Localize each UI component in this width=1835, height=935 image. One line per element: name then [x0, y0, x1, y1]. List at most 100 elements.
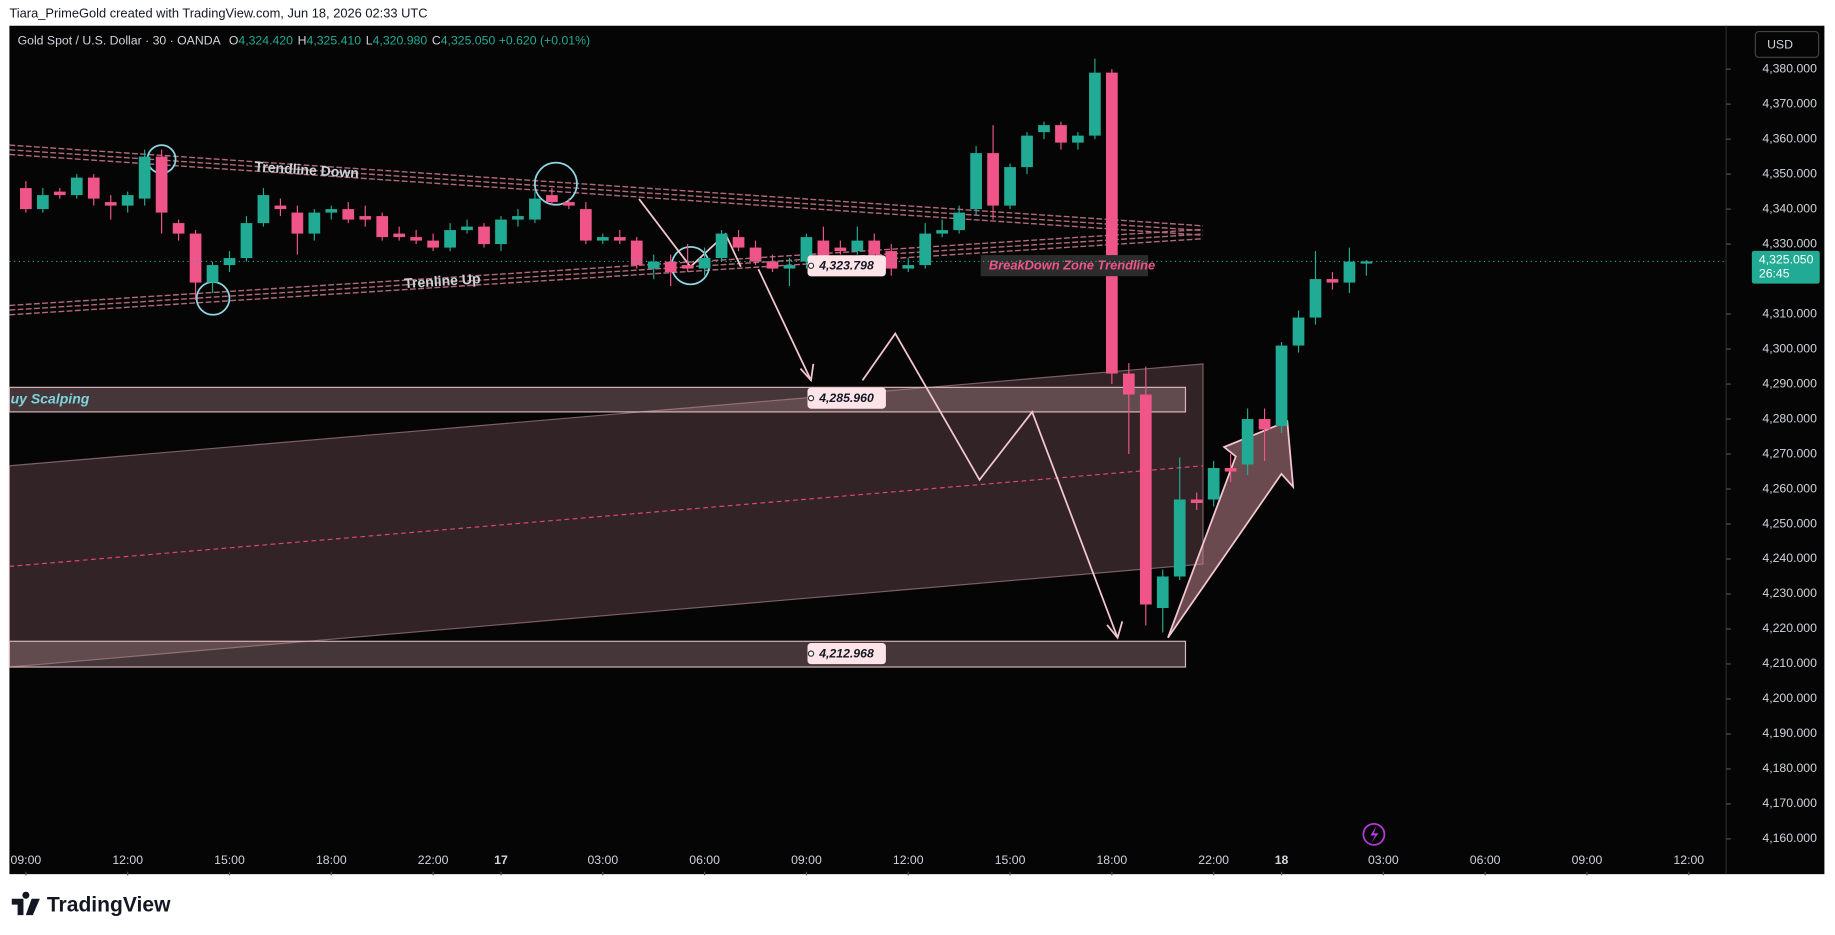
- y-tick-label: 4,260.000: [1762, 481, 1817, 495]
- candle-body: [1292, 317, 1305, 346]
- candle-body: [495, 219, 507, 245]
- candle-body: [1326, 279, 1339, 283]
- y-tick-label: 4,240.000: [1762, 551, 1817, 565]
- candle-body: [783, 265, 796, 269]
- x-tick-label: 17: [494, 853, 508, 867]
- x-tick-label: 03:00: [1368, 853, 1399, 867]
- candle-body: [1122, 373, 1135, 395]
- candle-body: [902, 265, 915, 269]
- x-tick-label: 06:00: [689, 853, 720, 867]
- candle-body: [172, 223, 185, 234]
- candle-body: [1055, 125, 1067, 143]
- price-label-dot: [807, 650, 815, 657]
- candle-body: [579, 209, 592, 241]
- candle-body: [596, 237, 609, 241]
- x-tick-label: 15:00: [995, 853, 1026, 867]
- candle-body: [121, 195, 134, 206]
- candle-body: [563, 202, 575, 206]
- y-tick-label: 4,170.000: [1762, 796, 1817, 810]
- price-label: 4,323.798: [818, 259, 874, 273]
- candles: [20, 58, 1373, 633]
- price-label: 4,285.960: [818, 391, 874, 405]
- trendline-down: [9, 144, 1204, 236]
- candle-body: [410, 237, 423, 241]
- candle-body: [189, 233, 202, 283]
- zone: [8, 640, 1187, 668]
- price-label: 4,212.968: [818, 646, 874, 660]
- candle-body: [1173, 499, 1186, 577]
- y-tick-label: 4,210.000: [1762, 656, 1817, 670]
- annotation: uy Scalping: [11, 390, 90, 406]
- candle-body: [1224, 468, 1237, 472]
- x-tick-label: 12:00: [893, 853, 924, 867]
- candle-body: [1072, 135, 1084, 143]
- candle-body: [393, 233, 406, 238]
- x-tick-label: 03:00: [587, 853, 618, 867]
- candle-body: [885, 251, 898, 269]
- x-tick-label: 18:00: [316, 853, 347, 867]
- x-tick-label: 12:00: [1673, 853, 1704, 867]
- candle-body: [359, 216, 372, 220]
- legend-key: C: [432, 34, 441, 48]
- y-tick-label: 4,360.000: [1762, 131, 1817, 145]
- candle-body: [970, 153, 982, 210]
- candle-body: [766, 261, 779, 269]
- candle-body: [87, 177, 100, 199]
- y-tick-label: 4,310.000: [1762, 306, 1817, 320]
- candle-body: [138, 156, 151, 199]
- candle-body: [851, 240, 864, 252]
- trendline-up: [9, 228, 1204, 316]
- candle-body: [512, 216, 524, 220]
- symbol-title: Gold Spot / U.S. Dollar · 30 · OANDA: [18, 34, 222, 48]
- candle-body: [1258, 419, 1271, 430]
- zone: [8, 386, 1187, 413]
- candle-body: [715, 233, 728, 259]
- legend-value: 4,325.050: [441, 34, 496, 48]
- x-tick-label: 09:00: [11, 853, 42, 867]
- channel-mid: [9, 465, 1204, 567]
- candle-body: [630, 240, 643, 266]
- y-tick-label: 4,330.000: [1762, 236, 1817, 250]
- candle-body: [291, 212, 304, 234]
- y-tick-label: 4,270.000: [1762, 446, 1817, 460]
- legend-key: O: [229, 34, 239, 48]
- legend-key: L: [366, 34, 373, 48]
- legend-value: 4,325.410: [307, 34, 362, 48]
- candle-body: [953, 212, 965, 231]
- brand: TradingView: [47, 893, 171, 916]
- candle-body: [1139, 394, 1152, 605]
- candle-body: [681, 265, 694, 269]
- y-tick-label: 4,340.000: [1762, 201, 1817, 215]
- y-tick-label: 4,160.000: [1762, 831, 1817, 845]
- candle-body: [155, 156, 168, 213]
- plot-bg: [9, 25, 1825, 875]
- candle-body: [1156, 576, 1169, 608]
- annotation-box: [980, 255, 1149, 277]
- x-tick-label: 22:00: [1198, 853, 1229, 867]
- y-tick-label: 4,180.000: [1762, 761, 1817, 775]
- x-tick-label: 18:00: [1097, 853, 1128, 867]
- last-price-tag: [1751, 250, 1820, 284]
- x-tick-label: 06:00: [1470, 853, 1501, 867]
- candle-body: [53, 191, 66, 196]
- alert-icon[interactable]: [1362, 822, 1386, 846]
- candle-body: [478, 226, 490, 245]
- last-price-label: 4,325.050: [1759, 252, 1814, 266]
- y-tick-label: 4,250.000: [1762, 516, 1817, 530]
- candle-body: [749, 247, 762, 262]
- legend-value: 4,320.980: [373, 34, 428, 48]
- currency: USD: [1767, 37, 1793, 51]
- attribution: Tiara_PrimeGold created with TradingView…: [9, 5, 427, 20]
- candle-body: [936, 230, 949, 234]
- y-tick-label: 4,190.000: [1762, 726, 1817, 740]
- candle-body: [647, 261, 660, 269]
- candle-body: [36, 195, 49, 210]
- change: +0.620 (+0.01%): [499, 34, 590, 48]
- candle-body: [1106, 72, 1118, 374]
- price-label-dot: [807, 395, 815, 402]
- candle-body: [834, 247, 847, 252]
- candle-body: [800, 237, 813, 262]
- countdown: 26:45: [1759, 267, 1790, 281]
- candle-body: [698, 258, 711, 269]
- x-tick-label: 18: [1275, 853, 1289, 867]
